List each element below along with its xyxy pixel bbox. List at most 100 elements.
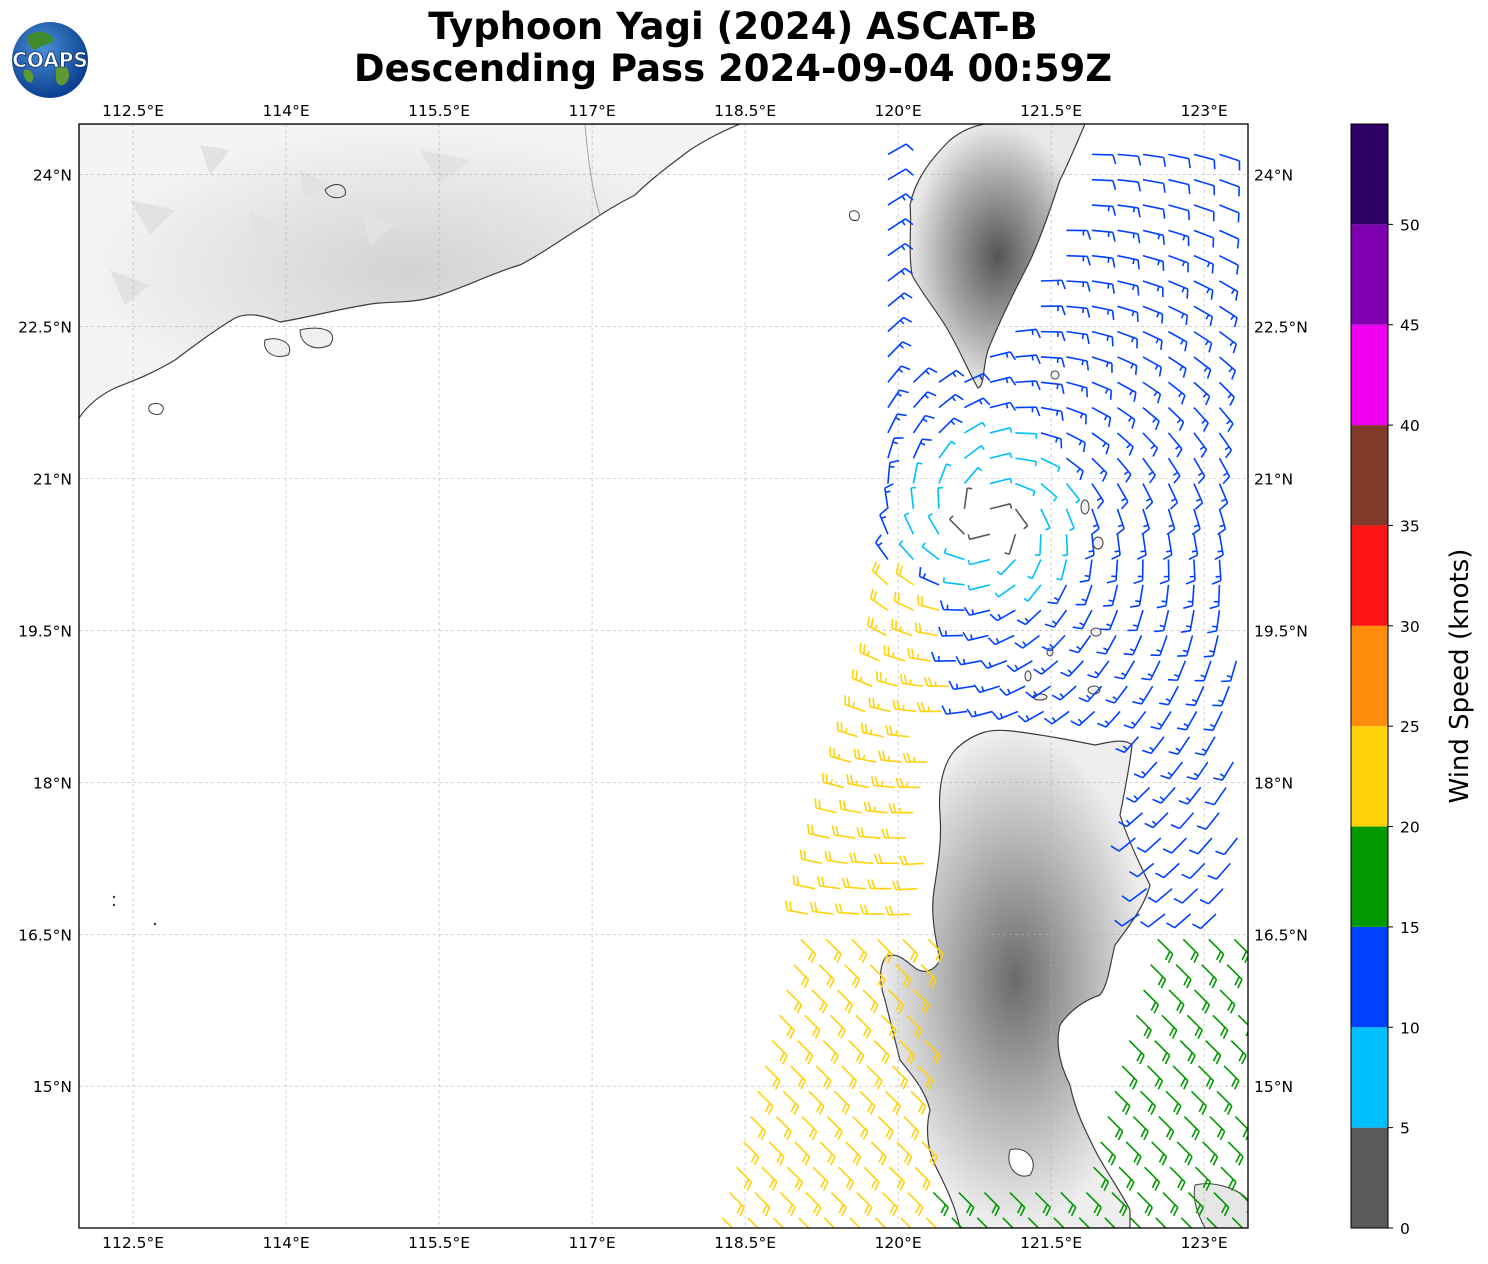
wind-barb	[923, 676, 949, 688]
wind-barb	[1123, 635, 1143, 656]
colorbar-tick-label: 45	[1400, 317, 1420, 335]
taiwan-island	[909, 124, 1086, 389]
wind-barb	[1025, 685, 1052, 699]
wind-barb	[871, 561, 889, 586]
wind-barb	[937, 486, 943, 509]
wind-barb	[980, 660, 1008, 670]
wind-barb	[1168, 989, 1185, 1014]
wind-barb	[1152, 786, 1176, 804]
lon-tick-label-bottom: 115.5°E	[408, 1234, 470, 1252]
lon-tick-label-top: 118.5°E	[714, 102, 776, 120]
wind-barb	[1107, 1116, 1124, 1141]
wind-barb	[941, 705, 968, 715]
wind-barb	[804, 1014, 821, 1039]
wind-barb	[869, 589, 889, 611]
wind-barb	[1096, 710, 1121, 728]
wind-barb	[1034, 534, 1042, 556]
wind-barb	[1147, 1065, 1164, 1090]
wind-barb	[822, 1040, 839, 1065]
colorbar-tick-label: 5	[1400, 1120, 1410, 1138]
wind-barb	[868, 697, 891, 713]
wind-barb	[1047, 584, 1068, 605]
wind-barb	[1162, 534, 1173, 561]
chart-title: Typhoon Yagi (2024) ASCAT-B Descending P…	[78, 6, 1388, 90]
wind-barb	[1040, 457, 1061, 473]
wind-barb	[1142, 254, 1165, 271]
wind-barb	[1002, 1217, 1015, 1228]
wind-barb	[855, 1014, 872, 1039]
wind-barb	[1188, 534, 1199, 561]
colorbar-bin	[1351, 525, 1388, 626]
wind-barb	[1142, 280, 1164, 298]
wind-barb	[1096, 635, 1117, 655]
lon-tick-label-top: 117°E	[569, 102, 616, 120]
wind-barb	[874, 1217, 887, 1228]
wind-barb	[1111, 1191, 1128, 1217]
wind-barb	[757, 1090, 774, 1115]
wind-barb	[913, 989, 930, 1014]
wind-barb	[1105, 685, 1128, 704]
wind-barb	[750, 1116, 767, 1141]
wind-barb	[917, 595, 940, 611]
wind-barb	[823, 1217, 836, 1228]
wind-barb	[1027, 559, 1042, 580]
wind-barb	[862, 989, 879, 1014]
wind-barb	[1207, 610, 1221, 634]
wind-barb	[1193, 153, 1216, 170]
wind-barb	[1033, 660, 1059, 675]
wind-barb	[1085, 1191, 1102, 1217]
lon-tick-label-bottom: 112.5°E	[102, 1234, 164, 1252]
wind-barb	[856, 1191, 873, 1217]
wind-barb	[1066, 280, 1091, 292]
wind-barb	[1169, 1166, 1186, 1191]
wind-barb	[989, 503, 1013, 510]
wind-barb	[939, 600, 965, 611]
wind-barb	[1218, 330, 1238, 354]
wind-barb	[1166, 913, 1191, 929]
map-axis-ticks: 112.5°E 112.5°E 114°E 114°E 115.5°E 115.5°E 11…	[18, 102, 1308, 1252]
china-landmass	[79, 124, 860, 926]
wind-barb	[1231, 1217, 1244, 1228]
wind-barb	[1167, 457, 1181, 484]
wind-barb	[1100, 609, 1119, 631]
wind-barb	[851, 938, 868, 964]
wind-barb	[1176, 1141, 1193, 1166]
lon-tick-label-top: 121.5°E	[1020, 102, 1082, 120]
wind-barb	[1173, 888, 1199, 904]
wind-barb	[1118, 1166, 1135, 1191]
wind-barb	[1091, 280, 1116, 294]
lat-tick-label-left: 22.5°N	[18, 319, 72, 337]
wind-barb	[938, 393, 964, 409]
wind-barb	[1004, 533, 1017, 556]
wind-barb	[989, 401, 1017, 411]
wind-barb	[1132, 1116, 1149, 1141]
wind-barb	[873, 1040, 890, 1065]
wind-barb	[927, 938, 944, 964]
wind-barb	[1205, 1040, 1222, 1065]
wind-barb	[1062, 534, 1069, 557]
wind-barb	[1091, 178, 1117, 190]
wind-barb	[893, 591, 914, 611]
wind-barb	[1213, 761, 1234, 781]
wind-barb	[1066, 356, 1090, 371]
wind-barb	[848, 1040, 865, 1065]
wind-barb	[962, 631, 989, 642]
wind-barb	[881, 828, 906, 839]
wind-barb	[1140, 913, 1166, 928]
wind-barb	[1150, 964, 1167, 989]
wind-barb	[1017, 710, 1044, 723]
wind-barb	[1137, 534, 1147, 560]
wind-barb	[772, 1217, 785, 1228]
wind-barb	[867, 616, 887, 637]
wind-barb	[794, 1141, 811, 1166]
wind-barb	[1177, 635, 1194, 657]
wind-barb	[815, 1065, 832, 1090]
wind-barb	[1015, 406, 1041, 417]
wind-barb	[1014, 634, 1040, 649]
wind-barb	[1091, 508, 1100, 536]
wind-barb	[884, 905, 910, 916]
wind-barb	[1116, 483, 1129, 510]
wind-barb	[912, 391, 937, 409]
lat-tick-label-left: 24°N	[33, 167, 72, 185]
wind-barb	[1133, 559, 1144, 585]
